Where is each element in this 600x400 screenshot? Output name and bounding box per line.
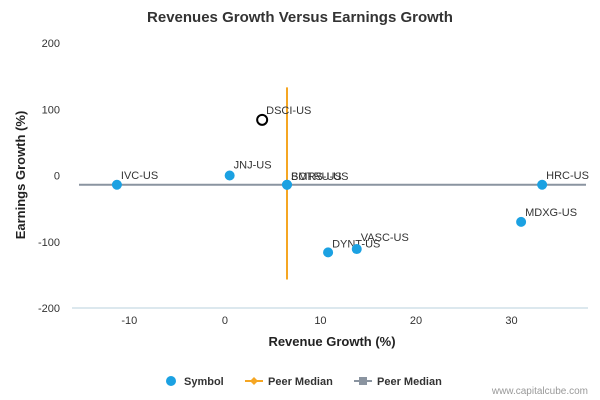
y-tick-label: -200 bbox=[38, 303, 60, 315]
legend[interactable]: Symbol Peer Median Peer Median bbox=[166, 376, 442, 388]
data-point bbox=[282, 179, 292, 190]
legend-symbol-label: Symbol bbox=[184, 376, 224, 388]
plot-area: -10 0 10 20 302001000-100-200IVC-USJNJ-USBOT… bbox=[38, 38, 589, 327]
data-point bbox=[111, 179, 122, 190]
y-axis-label: Earnings Growth (%) bbox=[13, 111, 28, 240]
data-point bbox=[516, 216, 527, 227]
legend-symbol-marker bbox=[166, 376, 176, 386]
y-tick-label: 0 bbox=[54, 171, 60, 183]
data-point bbox=[351, 244, 362, 255]
legend-square-marker bbox=[359, 377, 367, 385]
chart-title: Revenues Growth Versus Earnings Growth bbox=[147, 9, 453, 26]
data-point-hollow bbox=[256, 113, 269, 126]
point-label: HRC-US bbox=[546, 170, 589, 182]
point-label: JNJ-US bbox=[234, 160, 272, 172]
x-tick-label: 10 bbox=[314, 315, 326, 327]
data-point bbox=[224, 170, 235, 181]
data-point bbox=[323, 247, 334, 258]
x-tick-label: -10 bbox=[121, 315, 137, 327]
x-tick-label: 0 bbox=[222, 315, 228, 327]
y-tick-label: 200 bbox=[42, 38, 60, 50]
x-axis-label: Revenue Growth (%) bbox=[268, 334, 395, 349]
point-label: MDXG-US bbox=[525, 207, 577, 219]
legend-median-label: Peer Median bbox=[377, 376, 442, 388]
point-label: BOTRU-US bbox=[291, 171, 348, 183]
x-tick-label: 30 bbox=[505, 315, 517, 327]
legend-median-label: Peer Median bbox=[268, 376, 333, 388]
data-point bbox=[537, 179, 548, 190]
point-label: DSCI-US bbox=[266, 105, 311, 117]
legend-diamond-marker bbox=[250, 377, 258, 385]
point-label: SMRS-US bbox=[291, 171, 342, 183]
point-label: IVC-US bbox=[121, 170, 158, 182]
credit-text: www.capitalcube.com bbox=[491, 386, 588, 397]
point-label: VASC-US bbox=[361, 232, 409, 244]
y-tick-label: -100 bbox=[38, 237, 60, 249]
y-tick-label: 100 bbox=[42, 104, 60, 116]
x-tick-label: 20 bbox=[410, 315, 422, 327]
